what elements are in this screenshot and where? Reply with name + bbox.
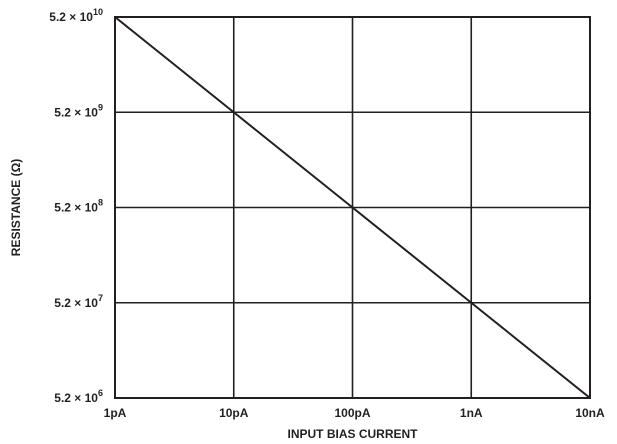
x-tick-label: 1nA	[460, 406, 483, 420]
x-tick-label: 1pA	[104, 406, 127, 420]
series-group	[114, 16, 591, 399]
x-tick-label: 10pA	[219, 406, 249, 420]
y-tick-label: 5.2 × 1010	[49, 7, 103, 24]
x-tick-label: 100pA	[334, 406, 370, 420]
y-tick-label: 5.2 × 107	[54, 293, 103, 310]
y-tick-labels: 5.2 × 1010 5.2 × 109 5.2 × 108 5.2 × 107 5.2…	[49, 7, 103, 405]
x-tick-label: 10nA	[575, 406, 605, 420]
y-tick-label: 5.2 × 106	[54, 388, 103, 405]
y-axis-label: RESISTANCE (Ω)	[9, 159, 23, 256]
series-line	[114, 16, 591, 399]
plot-frame	[114, 16, 591, 399]
x-axis-label: INPUT BIAS CURRENT	[287, 427, 418, 441]
y-tick-label: 5.2 × 108	[54, 198, 103, 215]
x-tick-labels: 1pA 10pA 100pA 1nA 10nA	[104, 406, 605, 420]
y-tick-label: 5.2 × 109	[54, 102, 103, 119]
